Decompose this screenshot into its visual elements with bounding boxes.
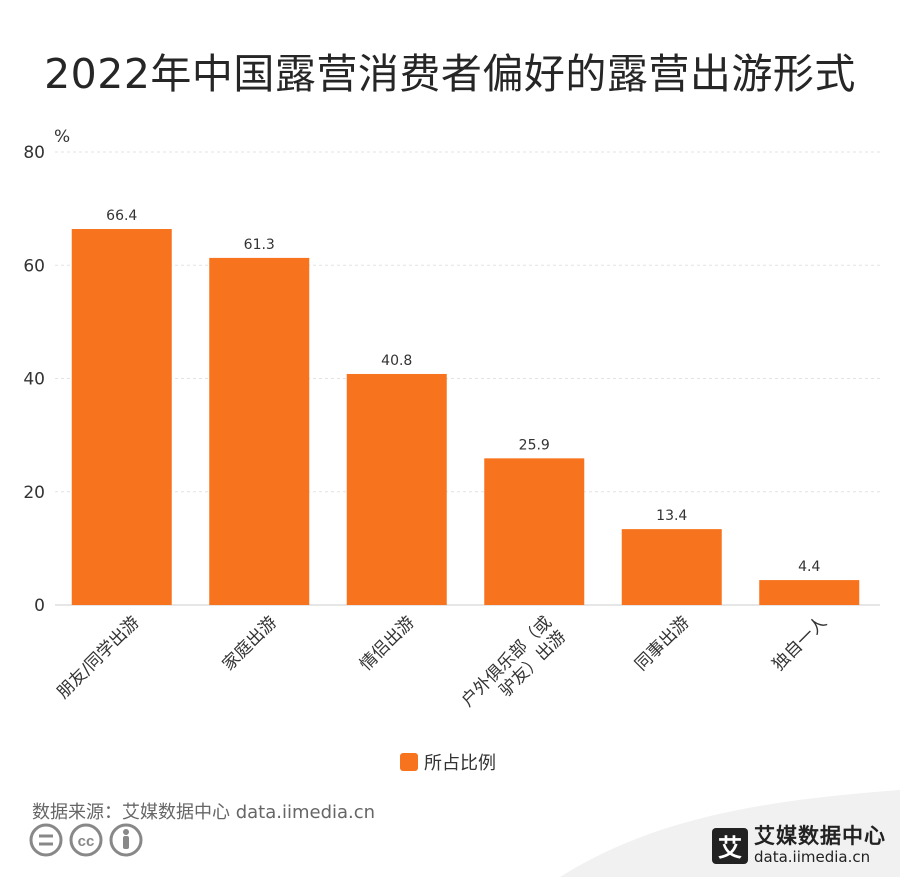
brand-url: data.iimedia.cn <box>754 848 871 866</box>
chart-title: 2022年中国露营消费者偏好的露营出游形式 <box>44 50 856 98</box>
x-tick-label: 同事出游 <box>631 613 693 675</box>
data-label: 66.4 <box>106 208 137 224</box>
svg-text:cc: cc <box>78 833 95 850</box>
bar <box>346 373 447 605</box>
x-tick-label: 情侣出游 <box>356 613 418 675</box>
x-tick-label-line: 同事出游 <box>631 613 693 675</box>
y-tick-label: 40 <box>23 370 45 390</box>
y-tick-label: 20 <box>23 483 45 503</box>
x-tick-label-line: 朋友/同学出游 <box>53 613 143 703</box>
equals-circle-icon <box>29 823 63 857</box>
brand-name: 艾媒数据中心 <box>754 824 886 848</box>
legend-label: 所占比例 <box>424 753 496 774</box>
x-tick-label: 家庭出游 <box>219 613 281 675</box>
bar <box>71 229 172 605</box>
bar <box>759 580 860 605</box>
license-icons: cc <box>29 823 143 857</box>
bar-chart: 0 20 40 60 80% 66.4 61.3 40.8 25.9 13.4 4.4 朋友/同学… <box>23 127 880 711</box>
y-unit-label: % <box>54 127 70 147</box>
bar <box>621 529 722 605</box>
x-tick-label: 朋友/同学出游 <box>53 613 143 703</box>
y-tick-label: 60 <box>23 256 45 276</box>
x-tick-label-line: 情侣出游 <box>356 613 418 675</box>
data-label: 61.3 <box>244 237 275 253</box>
data-label: 4.4 <box>798 559 820 575</box>
legend: 所占比例 <box>400 749 496 775</box>
data-label: 13.4 <box>656 508 687 524</box>
y-tick-label: 0 <box>34 596 45 616</box>
x-tick-label-line: 家庭出游 <box>219 613 281 675</box>
bar <box>209 257 310 605</box>
person-circle-icon <box>109 823 143 857</box>
y-tick-label: 80 <box>23 143 45 163</box>
source-note: 数据来源：艾媒数据中心 data.iimedia.cn <box>32 802 376 823</box>
cc-circle-icon: cc <box>69 823 103 857</box>
brand-logo: 艾 艾媒数据中心 data.iimedia.cn <box>712 826 886 865</box>
data-label: 25.9 <box>519 437 550 453</box>
x-tick-label: 户外俱乐部（或驴友）出游 <box>458 613 570 711</box>
data-label: 40.8 <box>381 353 412 369</box>
brand-mark-icon: 艾 <box>712 827 748 864</box>
legend-swatch <box>400 753 418 771</box>
bar <box>484 458 585 605</box>
x-tick-label-line: 独自一人 <box>769 613 831 675</box>
x-tick-label: 独自一人 <box>769 613 831 675</box>
